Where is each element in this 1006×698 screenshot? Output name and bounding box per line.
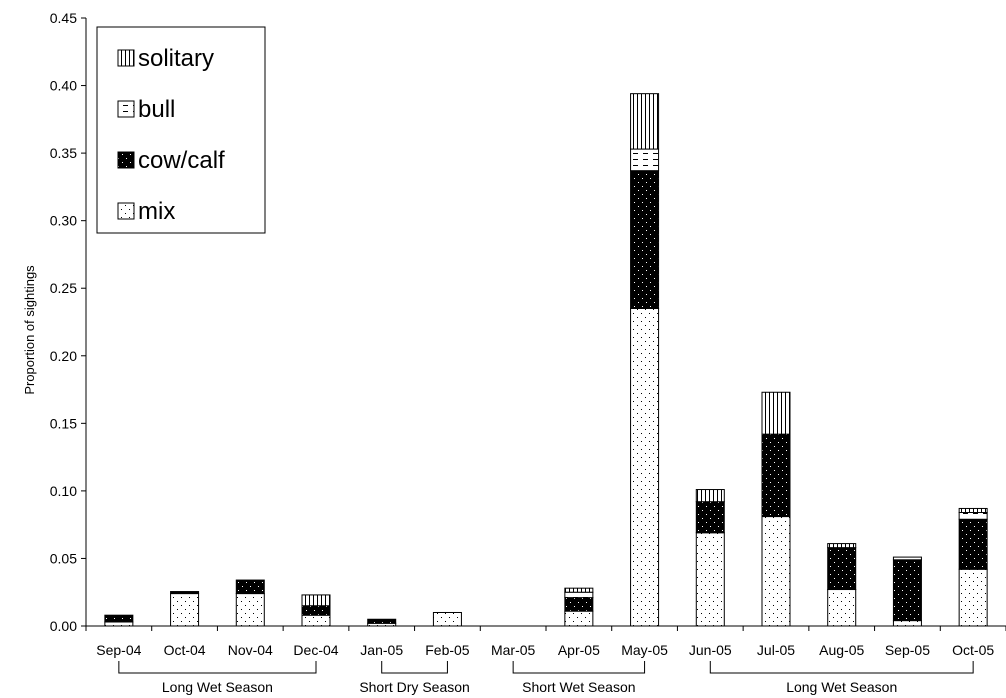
bar-segment-mix-Jun-05 [695,532,725,627]
bar-segment-solitary-May-05 [630,93,660,150]
x-tick-labels: Sep-04 Oct-04 Nov-04 Dec-04 Jan-05 Feb-05 Mar-… [96,642,994,658]
bar-segment-cow-calf-Jan-05 [367,618,397,624]
legend: solitary bull cow/calf mix [96,26,266,234]
bar-segment-mix-Oct-05 [958,568,988,627]
legend-swatch-cow-calf [117,151,135,169]
bar-segment-solitary-Oct-05 [958,507,988,514]
legend-swatch-solitary [117,49,135,67]
bar-segment-solitary-Jul-05 [761,391,791,435]
legend-label-bull: bull [138,96,175,123]
y-tick-label: 0.10 [50,483,77,499]
y-tick-label: 0.05 [50,550,77,566]
y-tick-label: 0.45 [50,10,77,26]
legend-label-solitary: solitary [138,45,214,72]
x-tick-label: Jan-05 [360,642,403,658]
y-tick-label: 0.35 [50,145,77,161]
bar-segment-cow-calf-Dec-04 [301,605,331,616]
bar-segment-cow-calf-Aug-05 [827,547,857,591]
y-axis-title: Proportion of sightings [22,265,37,395]
bar-segment-cow-calf-Oct-04 [170,591,200,595]
bar-segment-solitary-Dec-04 [301,594,331,607]
y-tick-label: 0.15 [50,415,77,431]
season-label: Short Dry Season [359,679,470,695]
bar-segment-bull-Oct-05 [958,512,988,520]
bar-segment-solitary-Jun-05 [695,489,725,503]
x-tick-label: May-05 [621,642,668,658]
bar-segment-cow-calf-Apr-05 [564,597,594,612]
x-tick-label: Dec-04 [293,642,338,658]
x-tick-label: Aug-05 [819,642,864,658]
bar-segment-mix-Oct-04 [170,593,200,627]
season-bracket [512,661,646,674]
bars-layer [104,93,988,627]
bar-segment-solitary-Apr-05 [564,587,594,593]
legend-label-cow-calf: cow/calf [138,147,225,174]
x-tick-label: Jun-05 [689,642,732,658]
season-bracket [709,661,974,674]
bar-segment-cow-calf-Jul-05 [761,433,791,518]
bar-segment-cow-calf-May-05 [630,170,660,309]
bar-segment-mix-Nov-04 [235,593,265,627]
season-brackets: Long Wet Season Short Dry Season Short Wet… [118,661,974,695]
season-label: Short Wet Season [522,679,635,695]
y-tick-label: 0.00 [50,618,77,634]
season-label: Long Wet Season [786,679,897,695]
legend-swatch-mix [117,202,135,220]
y-tick-label: 0.30 [50,213,77,229]
bar-segment-mix-Aug-05 [827,589,857,627]
bar-segment-cow-calf-Sep-04 [104,614,134,623]
bar-segment-mix-Sep-05 [892,620,922,627]
legend-swatch-bull [117,100,135,118]
x-tick-label: Nov-04 [228,642,273,658]
season-label: Long Wet Season [162,679,273,695]
bar-segment-cow-calf-Nov-04 [235,579,265,595]
legend-label-mix: mix [138,198,175,225]
y-tick-label: 0.25 [50,280,77,296]
x-tick-label: Oct-05 [952,642,994,658]
bar-segment-mix-Feb-05 [432,611,462,627]
x-tick-label: Jul-05 [757,642,795,658]
bar-segment-cow-calf-Oct-05 [958,518,988,570]
bar-segment-mix-May-05 [630,307,660,627]
x-tick-label: Apr-05 [558,642,600,658]
bar-segment-mix-Apr-05 [564,610,594,627]
y-tick-label: 0.40 [50,78,77,94]
bar-segment-cow-calf-Sep-05 [892,559,922,622]
x-tick-label: Feb-05 [425,642,470,658]
x-tick-label: Sep-05 [885,642,930,658]
bar-segment-mix-Sep-04 [104,621,134,627]
bar-segment-cow-calf-Jun-05 [695,501,725,534]
season-bracket [381,661,448,674]
bar-segment-bull-May-05 [630,148,660,172]
x-tick-label: Sep-04 [96,642,141,658]
bar-segment-bull-Sep-05 [892,556,922,561]
bar-segment-mix-Jul-05 [761,516,791,627]
x-tick-label: Mar-05 [491,642,536,658]
bar-segment-mix-Dec-04 [301,614,331,627]
y-tick-label: 0.20 [50,348,77,364]
bar-segment-solitary-Aug-05 [827,543,857,549]
bar-segment-bull-Apr-05 [564,591,594,599]
season-bracket [118,661,317,674]
x-tick-label: Oct-04 [164,642,206,658]
